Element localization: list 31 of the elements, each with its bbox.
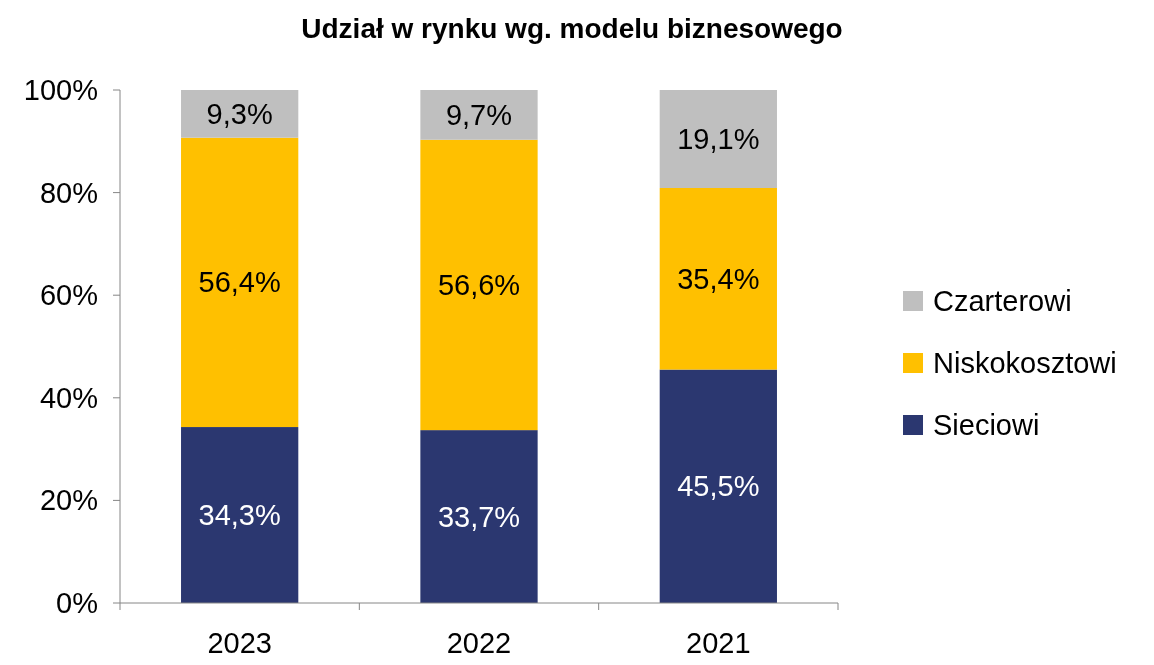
bar: [420, 139, 538, 431]
bar: [420, 90, 538, 140]
legend-label: Czarterowi: [933, 285, 1072, 317]
bar: [181, 427, 299, 603]
data-label: 56,4%: [198, 266, 281, 299]
y-tick-label: 100%: [23, 74, 98, 106]
data-label: 19,1%: [677, 122, 760, 155]
y-tick-label: 20%: [39, 484, 98, 517]
bar: [659, 187, 777, 370]
legend-label: Sieciowi: [933, 409, 1040, 441]
chart-title: Udział w rynku wg. modelu biznesowego: [301, 13, 843, 44]
y-tick-label: 40%: [39, 381, 98, 414]
data-label: 35,4%: [677, 262, 760, 295]
bar: [659, 90, 777, 188]
x-tick-label: 2023: [207, 627, 272, 659]
data-label: 9,3%: [206, 97, 273, 130]
legend-label: Niskokosztowi: [933, 347, 1117, 379]
x-tick-label: 2022: [446, 627, 512, 659]
bar: [181, 137, 299, 428]
data-label: 9,7%: [445, 98, 513, 131]
data-label: 45,5%: [677, 470, 760, 503]
bar: [420, 430, 538, 603]
x-tick-label: 2021: [686, 627, 751, 659]
bar: [659, 369, 777, 603]
y-tick-label: 60%: [39, 279, 98, 312]
data-label: 56,6%: [437, 268, 521, 301]
y-tick-label: 0%: [56, 587, 98, 619]
bar: [181, 90, 299, 138]
data-label: 34,3%: [198, 499, 281, 532]
y-tick-label: 80%: [39, 176, 98, 209]
data-label: 33,7%: [437, 500, 521, 533]
